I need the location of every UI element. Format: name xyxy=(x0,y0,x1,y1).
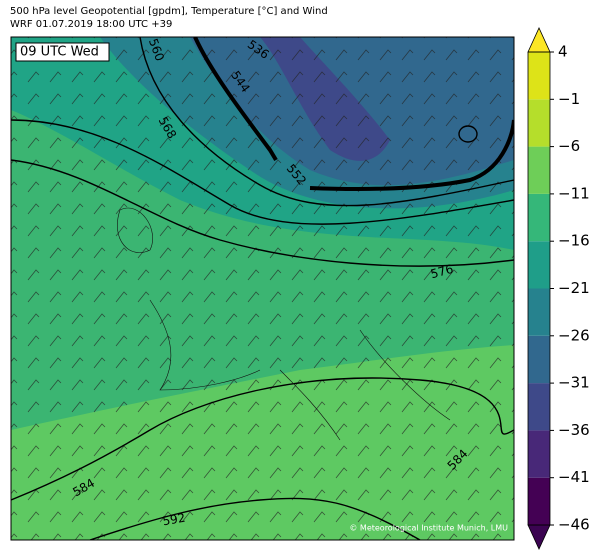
map xyxy=(11,37,514,540)
colorbar-band xyxy=(528,335,550,384)
contours xyxy=(11,37,514,540)
colorbar-tick-label: −1 xyxy=(558,90,580,108)
contour-label: 592 xyxy=(161,511,186,529)
colorbar-tick-label: −31 xyxy=(558,374,590,392)
colorbar-tick-label: −21 xyxy=(558,279,590,297)
time-box xyxy=(15,42,110,62)
colorbar-tick-label: −11 xyxy=(558,184,590,202)
colorbar-band xyxy=(528,241,550,289)
time-label: 09 UTC Wed xyxy=(20,45,99,60)
colorbar-band xyxy=(528,383,550,431)
colorbar-band xyxy=(528,288,550,336)
colorbar-tick-label: −6 xyxy=(558,137,580,155)
colorbar-band xyxy=(528,477,550,525)
colorbar-tick-label: 4 xyxy=(558,43,568,61)
contours-thick xyxy=(193,37,514,192)
title-line1: 500 hPa level Geopotential [gpdm], Tempe… xyxy=(10,6,328,17)
contour-label: 576 xyxy=(429,262,455,281)
colorbar-tick-label: −16 xyxy=(558,232,590,250)
colorbar-under xyxy=(527,524,551,550)
colorbar-band xyxy=(528,430,550,478)
title-line2: WRF 01.07.2019 18:00 UTC +39 xyxy=(10,19,172,30)
credit: © Meteorological Institute Munich, LMU xyxy=(349,524,508,533)
map-frame xyxy=(10,36,515,541)
colorbar-tick-label: −41 xyxy=(558,468,590,486)
wind-barbs xyxy=(11,37,514,540)
colorbar-band xyxy=(528,193,550,242)
colorbar-tick-label: −26 xyxy=(558,326,590,344)
colorbar-band xyxy=(528,99,550,147)
colorbar-band xyxy=(528,52,550,100)
colorbar-tick-label: −46 xyxy=(558,516,590,534)
colorbar-band xyxy=(528,146,550,194)
colorbar-over xyxy=(527,27,551,53)
colorbar-tick-label: −36 xyxy=(558,421,590,439)
coastlines xyxy=(117,207,451,441)
